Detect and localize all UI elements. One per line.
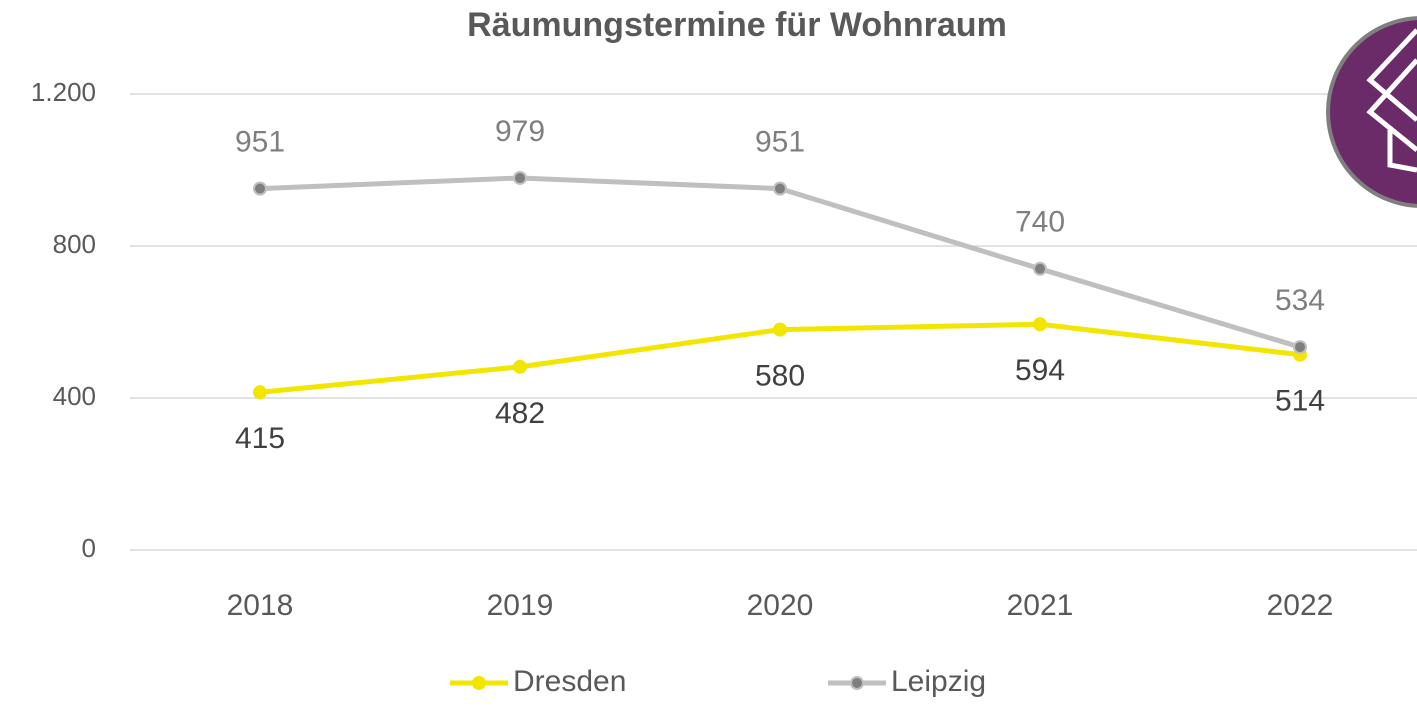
legend-marker [472, 676, 486, 690]
marker [773, 181, 787, 196]
data-label: 482 [495, 397, 545, 430]
marker [1293, 340, 1307, 355]
data-label: 580 [755, 360, 805, 393]
data-label: 979 [495, 115, 545, 148]
y-tick-label: 400 [53, 381, 96, 411]
x-tick-label: 2020 [747, 589, 814, 622]
legend-marker [850, 676, 864, 690]
x-tick-label: 2022 [1267, 589, 1334, 622]
data-label: 951 [755, 126, 805, 159]
data-label: 534 [1275, 284, 1325, 317]
marker [1033, 317, 1047, 332]
chart-title: Räumungstermine für Wohnraum [467, 6, 1007, 44]
data-label: 740 [1015, 206, 1065, 239]
line [259, 175, 1301, 350]
data-label: 514 [1275, 385, 1325, 418]
marker [513, 359, 527, 374]
data-label: 951 [235, 126, 285, 159]
y-tick-label: 1.200 [31, 77, 96, 107]
data-label: 594 [1015, 354, 1065, 387]
legend-label: Leipzig [891, 665, 986, 698]
x-tick-label: 2018 [227, 589, 294, 622]
data-label: 415 [235, 422, 285, 455]
legend-label: Dresden [513, 665, 626, 698]
marker [773, 322, 787, 337]
marker [253, 385, 267, 400]
x-tick-label: 2019 [487, 589, 554, 622]
marker [513, 170, 527, 185]
y-tick-label: 800 [53, 229, 96, 259]
x-tick-label: 2021 [1007, 589, 1074, 622]
logo [1326, 16, 1417, 208]
y-tick-label: 0 [82, 533, 96, 563]
marker [253, 181, 267, 196]
marker [1033, 261, 1047, 276]
